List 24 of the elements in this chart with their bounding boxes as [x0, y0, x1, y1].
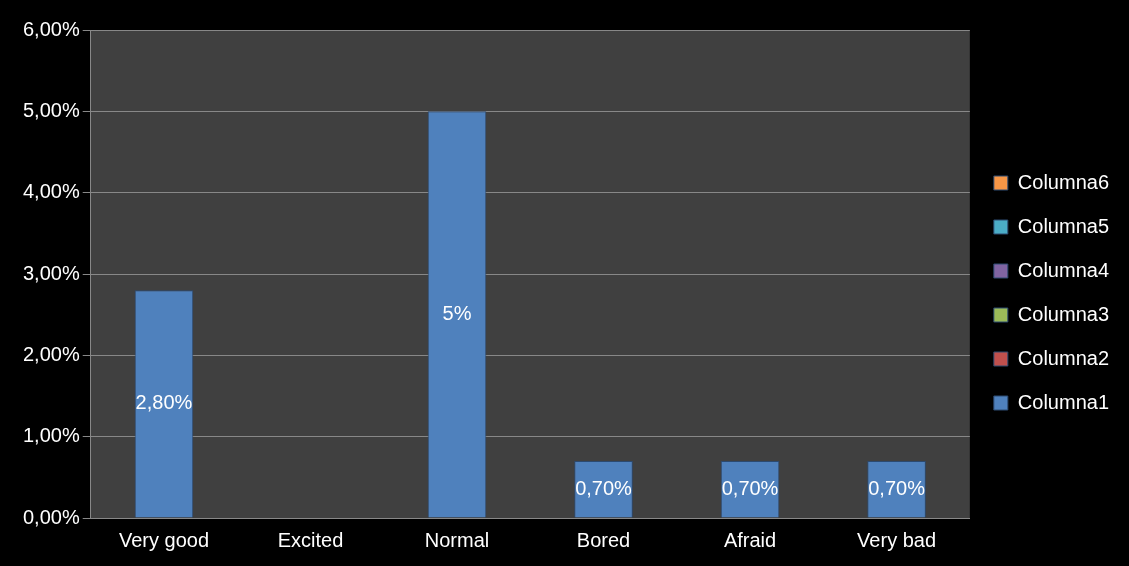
legend-label: Columna6 — [1017, 170, 1110, 193]
y-tick-label: 2,00% — [22, 342, 80, 365]
x-tick-label: Very good — [118, 528, 210, 551]
x-tick-label: Very bad — [857, 528, 937, 551]
legend-label: Columna3 — [1017, 302, 1110, 325]
y-tick-label: 3,00% — [22, 261, 80, 284]
data-label: 0,70% — [868, 476, 926, 499]
legend-label: Columna2 — [1017, 346, 1110, 369]
legend-label: Columna5 — [1017, 214, 1110, 237]
x-tick-label: Afraid — [723, 528, 777, 551]
y-tick-label: 5,00% — [22, 98, 80, 121]
x-tick-label: Bored — [576, 528, 631, 551]
data-label: 0,70% — [721, 476, 779, 499]
data-label: 2,80% — [135, 391, 193, 414]
y-tick-label: 1,00% — [22, 424, 80, 447]
x-tick-label: Normal — [424, 528, 490, 551]
x-tick-label: Excited — [277, 528, 344, 551]
legend-label: Columna1 — [1017, 390, 1110, 413]
legend-label: Columna4 — [1017, 258, 1110, 281]
y-tick-label: 6,00% — [22, 17, 80, 40]
y-tick-label: 4,00% — [22, 180, 80, 203]
data-label: 5% — [442, 301, 472, 324]
y-tick-label: 0,00% — [22, 505, 80, 528]
data-label: 0,70% — [575, 476, 633, 499]
